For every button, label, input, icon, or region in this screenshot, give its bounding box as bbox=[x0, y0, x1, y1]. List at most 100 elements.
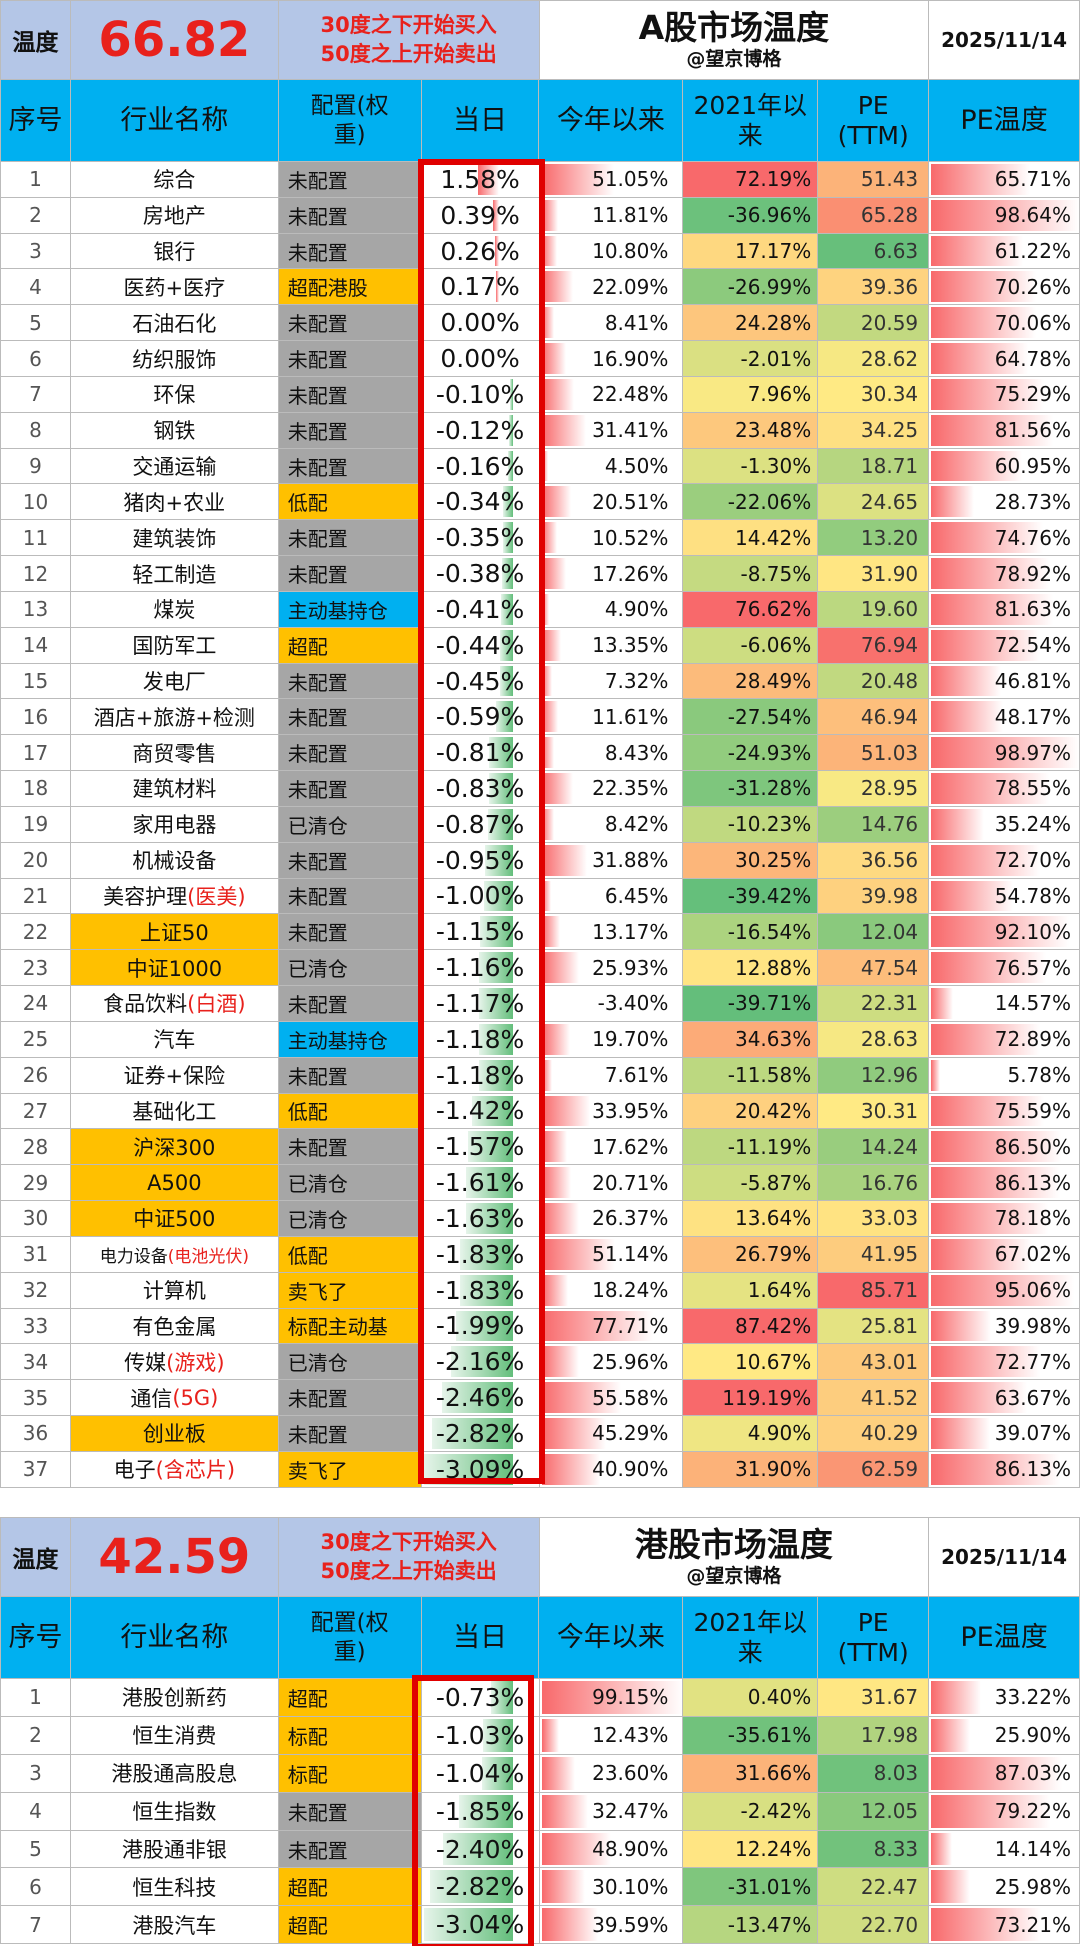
day-change: -0.10% bbox=[421, 376, 540, 413]
row-number: 37 bbox=[1, 1451, 71, 1488]
pe-temperature-bar bbox=[931, 1382, 1027, 1413]
pe-temperature: 39.98% bbox=[929, 1308, 1080, 1345]
industry-name: 汽车 bbox=[70, 1021, 279, 1058]
pe-temperature-value: 39.98% bbox=[994, 1313, 1072, 1338]
day-change-bar bbox=[493, 199, 499, 231]
pe-temperature: 64.78% bbox=[929, 341, 1080, 377]
row-number: 27 bbox=[1, 1093, 71, 1130]
ytd-value: 31.88% bbox=[592, 848, 669, 873]
ytd-value: 40.90% bbox=[592, 1457, 669, 1482]
row-number: 34 bbox=[1, 1344, 71, 1381]
industry-name-text: 银行 bbox=[153, 240, 196, 265]
since-2021-change: 12.88% bbox=[683, 950, 819, 987]
ytd-value: 7.61% bbox=[604, 1063, 669, 1088]
day-change: -3.04% bbox=[421, 1906, 540, 1945]
table-row: 25 汽车 主动基持仓 -1.18% 19.70% 34.63% 28.63 72.89% bbox=[0, 1021, 1080, 1058]
ytd-value: 8.41% bbox=[604, 310, 669, 335]
day-change-value: -1.16% bbox=[435, 953, 525, 983]
pe-temperature: 61.22% bbox=[929, 233, 1080, 270]
market-title-block: 港股市场温度 @望京博格 bbox=[539, 1518, 930, 1597]
pe-temperature: 87.03% bbox=[929, 1754, 1080, 1793]
ytd-value: 11.81% bbox=[592, 203, 669, 228]
allocation: 未配置 bbox=[278, 914, 422, 951]
pe-temperature-bar bbox=[931, 916, 1070, 948]
ytd-change: 13.17% bbox=[539, 914, 684, 951]
allocation: 未配置 bbox=[278, 162, 422, 198]
table-row: 17 商贸零售 未配置 -0.81% 8.43% -24.93% 51.03 98.97% bbox=[0, 735, 1080, 772]
pe-temperature-value: 86.13% bbox=[994, 1170, 1072, 1195]
ytd-change: 40.90% bbox=[539, 1451, 684, 1488]
industry-name: 港股通高股息 bbox=[70, 1754, 279, 1793]
pe-temperature-bar bbox=[931, 737, 1080, 769]
industry-name-text: 电子 bbox=[113, 1458, 156, 1483]
table-row: 21 美容护理 (医美) 未配置 -1.00% 6.45% -39.42% 39.98 54.7… bbox=[0, 878, 1080, 915]
pe-ttm: 51.03 bbox=[818, 735, 930, 772]
pe-ttm: 18.71 bbox=[818, 448, 930, 485]
ytd-bar bbox=[541, 414, 587, 446]
industry-name-text: 猪肉+农业 bbox=[123, 490, 226, 515]
since-2021-change: -39.71% bbox=[683, 986, 819, 1022]
industry-name-text: 建筑材料 bbox=[132, 777, 217, 802]
since-2021-change: 31.90% bbox=[683, 1451, 819, 1488]
industry-name: 轻工制造 bbox=[70, 556, 279, 592]
ytd-value: 26.37% bbox=[592, 1206, 669, 1231]
table-row: 9 交通运输 未配置 -0.16% 4.50% -1.30% 18.71 60.95% bbox=[0, 448, 1080, 485]
table-row: 32 计算机 卖飞了 -1.83% 18.24% 1.64% 85.71 95.06% bbox=[0, 1272, 1080, 1309]
pe-ttm: 85.71 bbox=[818, 1272, 930, 1309]
day-change-bar bbox=[488, 773, 513, 804]
industry-name-text: 港股创新药 bbox=[121, 1686, 227, 1711]
day-change-value: -0.16% bbox=[435, 451, 525, 481]
industry-name-text: 美容护理 bbox=[103, 884, 188, 909]
row-number: 24 bbox=[1, 986, 71, 1022]
header-alloc: 配置(权重) bbox=[278, 1597, 422, 1679]
table-row: 8 钢铁 未配置 -0.12% 31.41% 23.48% 34.25 81.56% bbox=[0, 412, 1080, 449]
ytd-change: 55.58% bbox=[539, 1380, 684, 1416]
day-change-value: -0.12% bbox=[435, 415, 525, 445]
since-2021-change: 20.42% bbox=[683, 1093, 819, 1130]
industry-name: 猪肉+农业 bbox=[70, 484, 279, 521]
ytd-change: -3.40% bbox=[539, 986, 684, 1022]
table-row: 24 食品饮料 (白酒) 未配置 -1.17% -3.40% -39.71% 22.31 14.… bbox=[0, 986, 1080, 1022]
industry-name: 港股汽车 bbox=[70, 1906, 279, 1945]
pe-temperature-value: 14.14% bbox=[994, 1837, 1072, 1861]
ytd-value: 4.90% bbox=[604, 597, 669, 622]
industry-name-note: (含芯片) bbox=[155, 1458, 236, 1483]
pe-temperature-value: 5.78% bbox=[1007, 1063, 1072, 1088]
since-2021-change: -10.23% bbox=[683, 806, 819, 843]
pe-ttm: 22.31 bbox=[818, 986, 930, 1022]
industry-name-text: 恒生消费 bbox=[132, 1724, 217, 1749]
pe-ttm: 36.56 bbox=[818, 842, 930, 879]
ytd-bar bbox=[541, 235, 557, 267]
pe-temperature-value: 87.03% bbox=[994, 1761, 1072, 1786]
header-alloc: 配置(权重) bbox=[278, 80, 422, 162]
pe-temperature-bar bbox=[931, 629, 1040, 661]
ytd-change: 4.50% bbox=[539, 448, 684, 485]
table-row: 6 恒生科技 超配 -2.82% 30.10% -31.01% 22.47 25.98% bbox=[0, 1868, 1080, 1907]
pe-temperature-bar bbox=[931, 378, 1044, 410]
ytd-bar bbox=[541, 1167, 572, 1199]
buy-rule: 30度之下开始买入 bbox=[320, 13, 497, 37]
pe-temperature-bar bbox=[931, 1346, 1041, 1378]
industry-name-text: 环保 bbox=[153, 383, 196, 408]
day-change: -2.16% bbox=[421, 1344, 540, 1381]
day-change-bar bbox=[466, 1167, 513, 1199]
day-change-bar bbox=[465, 1203, 513, 1234]
ytd-value: 7.32% bbox=[604, 669, 669, 693]
pe-temperature: 79.22% bbox=[929, 1792, 1080, 1831]
pe-temperature: 86.13% bbox=[929, 1165, 1080, 1202]
pe-temperature-value: 81.63% bbox=[994, 597, 1072, 622]
pe-temperature: 95.06% bbox=[929, 1272, 1080, 1309]
day-change: -0.83% bbox=[421, 771, 540, 807]
industry-name-text: 港股通非银 bbox=[121, 1838, 227, 1862]
pe-temperature: 76.57% bbox=[929, 950, 1080, 987]
allocation: 未配置 bbox=[278, 1129, 422, 1166]
day-change-value: -0.35% bbox=[435, 523, 525, 553]
pe-temperature: 33.22% bbox=[929, 1679, 1080, 1717]
industry-name: 恒生指数 bbox=[70, 1792, 279, 1831]
hk-share-table: 温度 42.59 30度之下开始买入 50度之上开始卖出 港股市场温度 @望京博… bbox=[0, 1517, 1080, 1946]
ytd-change: 51.05% bbox=[539, 162, 684, 198]
ytd-bar bbox=[541, 593, 549, 625]
ytd-value: 39.59% bbox=[592, 1912, 669, 1937]
day-change-value: -1.18% bbox=[435, 1060, 525, 1090]
pe-temperature-value: 73.21% bbox=[994, 1912, 1072, 1937]
